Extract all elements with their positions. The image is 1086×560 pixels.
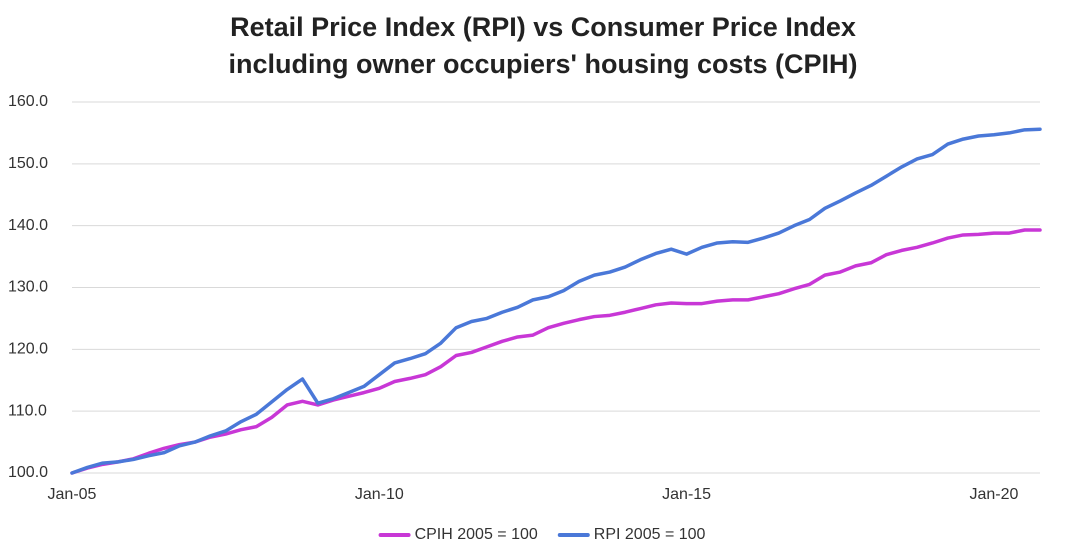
y-tick-label: 160.0 [8, 93, 48, 110]
x-tick-label: Jan-05 [48, 486, 97, 503]
x-tick-label: Jan-15 [662, 486, 711, 503]
y-tick-label: 100.0 [8, 464, 48, 481]
x-tick-label: Jan-20 [969, 486, 1018, 503]
legend-label: RPI 2005 = 100 [594, 526, 706, 543]
chart-title: including owner occupiers' housing costs… [229, 49, 858, 79]
x-tick-label: Jan-10 [355, 486, 404, 503]
y-tick-label: 130.0 [8, 279, 48, 296]
chart-title: Retail Price Index (RPI) vs Consumer Pri… [230, 12, 856, 42]
y-tick-label: 120.0 [8, 341, 48, 358]
legend-label: CPIH 2005 = 100 [415, 526, 538, 543]
series-line [70, 228, 1042, 475]
y-tick-label: 140.0 [8, 217, 48, 234]
y-tick-label: 110.0 [8, 402, 47, 419]
y-tick-label: 150.0 [8, 155, 48, 172]
series-line [70, 127, 1042, 475]
